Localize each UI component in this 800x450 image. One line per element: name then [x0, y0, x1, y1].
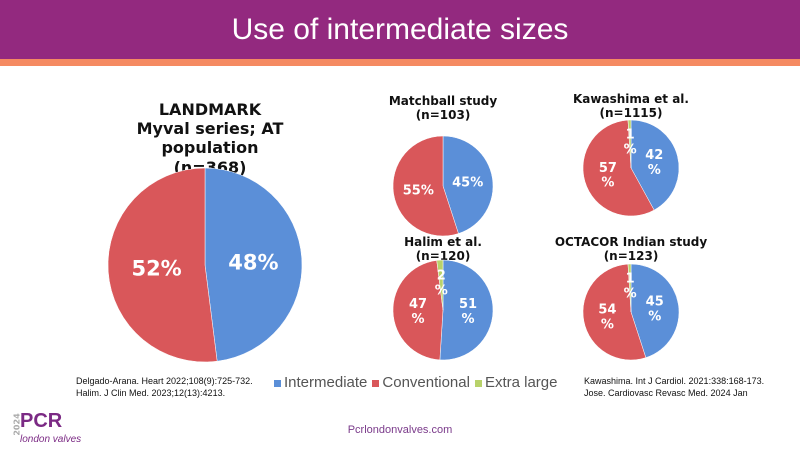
pie-label-conventional: 52% — [131, 256, 181, 280]
chart-title-matchball: Matchball study (n=103) — [388, 94, 498, 123]
pie-label-intermediate: 42% — [645, 148, 663, 178]
citation: Jose. Cardiovasc Revasc Med. 2024 Jan — [584, 388, 748, 398]
citation: Kawashima. Int J Cardiol. 2021:338:168-1… — [584, 376, 765, 386]
pie-label-extra-large: 1% — [624, 272, 637, 302]
pie-slice-intermediate — [442, 135, 494, 234]
pie-label-conventional: 47% — [409, 297, 427, 327]
citations-left: Delgado-Arana. Heart 2022;108(9):725-732… — [76, 375, 253, 399]
footer-url[interactable]: Pcrlondonvalves.com — [347, 424, 453, 436]
pie-label-intermediate: 51% — [459, 297, 477, 327]
pie-slice-conventional — [392, 260, 444, 361]
pie-label-extra-large: 1% — [624, 128, 637, 158]
slide-title: Use of intermediate sizes — [0, 0, 800, 59]
pie-slice-conventional — [392, 135, 459, 237]
pie-slice-extra-large — [436, 259, 444, 311]
legend-item-intermediate: Intermediate — [274, 374, 367, 391]
pie-slice-extra-large — [627, 119, 632, 169]
pie-label-extra-large: 2% — [435, 269, 448, 299]
pie-slice-conventional — [582, 119, 655, 217]
pie-slice-intermediate — [630, 263, 680, 358]
pie-slice-intermediate — [439, 259, 494, 361]
chart-title-landmark: LANDMARK Myval series; AT population (n=… — [136, 100, 284, 177]
pie-slice-extra-large — [627, 263, 632, 313]
chart-title-octacor: OCTACOR Indian study (n=123) — [554, 235, 708, 264]
legend: Intermediate Conventional Extra large — [274, 374, 558, 391]
pie-label-conventional: 55% — [403, 183, 434, 198]
pie-label-intermediate: 45% — [646, 294, 664, 324]
pie-slice-intermediate — [204, 167, 303, 362]
legend-item-extra-large: Extra large — [474, 374, 558, 391]
chart-title-kawashima: Kawashima et al. (n=1115) — [573, 92, 689, 121]
pie-slice-conventional — [582, 263, 647, 361]
legend-item-conventional: Conventional — [372, 374, 470, 391]
pie-label-intermediate: 48% — [228, 250, 278, 274]
citation: Delgado-Arana. Heart 2022;108(9):725-732… — [76, 376, 253, 386]
pie-label-conventional: 54% — [598, 303, 616, 333]
citations-right: Kawashima. Int J Cardiol. 2021:338:168-1… — [584, 375, 764, 399]
pie-label-conventional: 57% — [599, 161, 617, 191]
pie-slice-intermediate — [630, 119, 680, 211]
pie-slice-conventional — [107, 167, 218, 363]
pie-label-intermediate: 45% — [452, 176, 483, 191]
header-accent-strip — [0, 59, 800, 66]
citation: Halim. J Clin Med. 2023;12(13):4213. — [76, 388, 226, 398]
chart-title-halim: Halim et al. (n=120) — [404, 235, 482, 264]
